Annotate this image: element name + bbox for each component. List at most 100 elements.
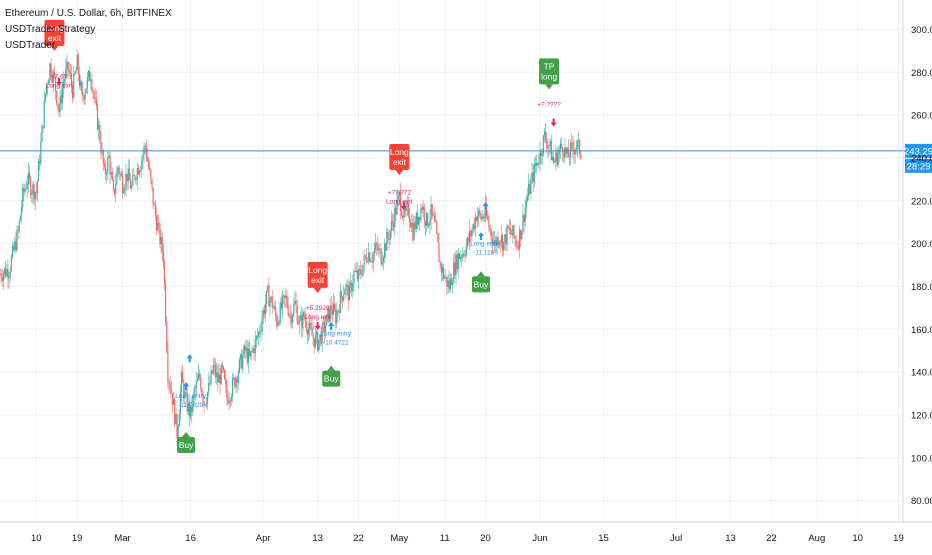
candle-body <box>362 265 364 276</box>
candle-body <box>195 381 197 389</box>
candle-body <box>440 263 442 273</box>
candle-body <box>421 207 423 210</box>
candle-body <box>320 334 322 345</box>
candle-body <box>93 92 95 99</box>
candle-body <box>526 196 529 201</box>
candle-body <box>236 378 238 383</box>
candle-body <box>371 261 373 263</box>
x-tick-label: 11 <box>440 533 450 544</box>
candle-body <box>24 188 26 193</box>
candle-body <box>305 321 307 330</box>
candle-body <box>406 203 408 206</box>
candle-body <box>402 216 404 218</box>
candle-body <box>442 267 445 279</box>
candle-body <box>6 269 8 276</box>
candle-body <box>18 220 20 231</box>
candle-body <box>255 336 257 340</box>
candle-body <box>559 143 562 150</box>
candle-body <box>458 253 461 260</box>
indicator-name[interactable]: USDTrader <box>5 40 56 51</box>
candle-body <box>261 319 263 331</box>
candle-body <box>469 231 471 242</box>
candle-body <box>494 239 496 242</box>
strategy-name[interactable]: USDTrader Strategy <box>5 24 96 35</box>
candle-body <box>128 168 130 181</box>
candle-body <box>535 162 538 166</box>
candle-body <box>110 172 112 175</box>
candle-body <box>83 96 85 100</box>
candle-body <box>265 290 268 305</box>
symbol-title[interactable]: Ethereum / U.S. Dollar, 6h, BITFINEX <box>5 8 172 19</box>
candle-body <box>435 221 437 223</box>
candle-body <box>400 211 403 217</box>
candle-body <box>368 252 370 262</box>
bar-countdown: 28:29 <box>907 161 931 172</box>
candle-body <box>53 72 56 77</box>
candle-body <box>492 241 495 245</box>
candle-body <box>323 322 326 332</box>
candle-body <box>118 167 120 175</box>
candle-body <box>484 204 487 217</box>
candle-body <box>327 309 329 314</box>
x-tick-label: 10 <box>852 533 863 544</box>
candle-body <box>288 315 290 316</box>
candle-body <box>217 372 219 383</box>
candle-body <box>155 215 158 231</box>
candle-body <box>11 246 14 257</box>
candle-body <box>432 214 434 217</box>
candle-body <box>194 388 196 392</box>
candle-body <box>263 309 265 315</box>
candle-body <box>136 167 138 180</box>
candle-body <box>180 371 183 393</box>
candle-body <box>246 347 248 363</box>
candle-body <box>424 221 427 226</box>
candle-body <box>438 242 440 262</box>
candle-body <box>541 153 543 157</box>
candle-body <box>322 322 324 325</box>
candle-body <box>330 305 332 311</box>
trade-annotation: +7.6? <box>51 74 68 81</box>
buy-signal-label-text: Buy <box>179 440 194 450</box>
candle-body <box>82 91 84 97</box>
candle-body <box>480 214 482 220</box>
chart-legend[interactable]: Ethereum / U.S. Dollar, 6h, BITFINEX USD… <box>5 6 172 54</box>
candle-body <box>281 296 284 309</box>
candle-body <box>436 221 438 233</box>
candle-body <box>92 89 94 93</box>
candle-body <box>2 273 5 281</box>
candle-body <box>225 379 227 385</box>
candle-body <box>370 261 372 263</box>
candle-body <box>153 204 155 206</box>
candle-body <box>470 231 472 237</box>
candle-body <box>116 171 118 185</box>
candle-body <box>340 291 343 297</box>
x-tick-label: Jul <box>670 533 682 544</box>
candle-body <box>293 303 295 315</box>
candle-body <box>8 276 10 279</box>
candle-body <box>352 283 354 292</box>
x-tick-label: 13 <box>312 533 323 544</box>
buy-signal-label-text: Buy <box>324 374 339 384</box>
candle-body <box>17 230 19 231</box>
candle-body <box>51 77 53 83</box>
candle-body <box>33 184 35 200</box>
candle-body <box>189 406 192 417</box>
candle-body <box>524 207 526 223</box>
candle-body <box>369 252 371 262</box>
candle-body <box>130 185 133 189</box>
candle-body <box>473 224 475 229</box>
trade-annotation: -10.4722 <box>323 340 349 347</box>
candle-body <box>267 285 269 291</box>
candle-body <box>572 142 574 150</box>
candle-body <box>211 370 213 374</box>
candle-body <box>356 270 358 280</box>
candle-body <box>496 237 498 246</box>
x-tick-label: 13 <box>725 533 736 544</box>
candle-body <box>186 393 188 412</box>
y-tick-label: 100.00 <box>911 453 932 464</box>
candle-body <box>355 270 357 272</box>
candle-body <box>90 79 92 81</box>
candle-body <box>450 278 453 286</box>
